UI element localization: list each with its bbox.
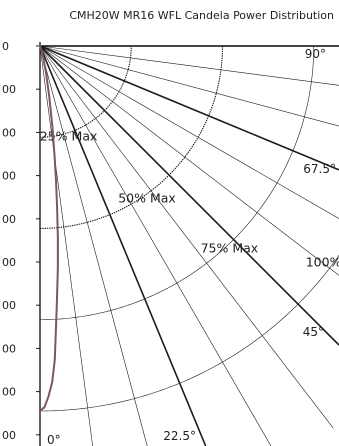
minor-spoke-line (39, 45, 334, 429)
y-tick-label: 00 (2, 256, 16, 269)
y-tick-label: 00 (2, 170, 16, 183)
ring-label: 25% Max (40, 128, 98, 143)
y-tick-label: 00 (2, 299, 16, 312)
angle-label: 0° (47, 433, 61, 446)
candela-curve (39, 45, 59, 412)
minor-spoke-line (39, 45, 339, 276)
ring-arcs (40, 46, 339, 412)
ring-arc (40, 46, 315, 321)
y-tick-label: 00 (2, 429, 16, 442)
angle-label: 22.5° (163, 429, 196, 443)
chart-title: CMH20W MR16 WFL Candela Power Distributi… (69, 9, 334, 22)
y-tick-label: 00 (2, 386, 16, 399)
angle-label: 67.5° (303, 162, 336, 176)
y-tick-label: 00 (2, 83, 16, 96)
major-spoke-line (39, 45, 339, 346)
y-tick-label: 00 (2, 126, 16, 139)
angle-label: 45° (303, 325, 324, 339)
ring-label: 100% Max (306, 254, 339, 269)
ring-label: 50% Max (118, 190, 176, 205)
ring-arc (40, 46, 132, 138)
angle-label: 90° (305, 47, 326, 61)
y-tick-label: 0 (2, 40, 9, 53)
minor-spoke-line (39, 45, 93, 446)
y-tick-label: 00 (2, 213, 16, 226)
y-tick-label: 00 (2, 342, 16, 355)
minor-spoke-line (39, 45, 272, 446)
minor-spoke-line (39, 45, 339, 219)
major-spoke-line (39, 45, 339, 171)
ring-arc (40, 46, 224, 230)
ring-arc (40, 254, 339, 412)
minor-spoke-line (39, 45, 339, 127)
ring-labels: 25% Max 50% Max 75% Max 100% Max (40, 128, 339, 269)
candela-curve-group (39, 45, 59, 412)
axes (36, 42, 339, 446)
minor-spoke-line (39, 45, 148, 446)
angle-labels: 0° 22.5° 45° 67.5° 90° (47, 47, 336, 446)
ring-label: 75% Max (201, 241, 259, 256)
spoke-lines (39, 45, 339, 446)
major-spoke-line (39, 45, 207, 446)
minor-spoke-line (39, 45, 339, 86)
